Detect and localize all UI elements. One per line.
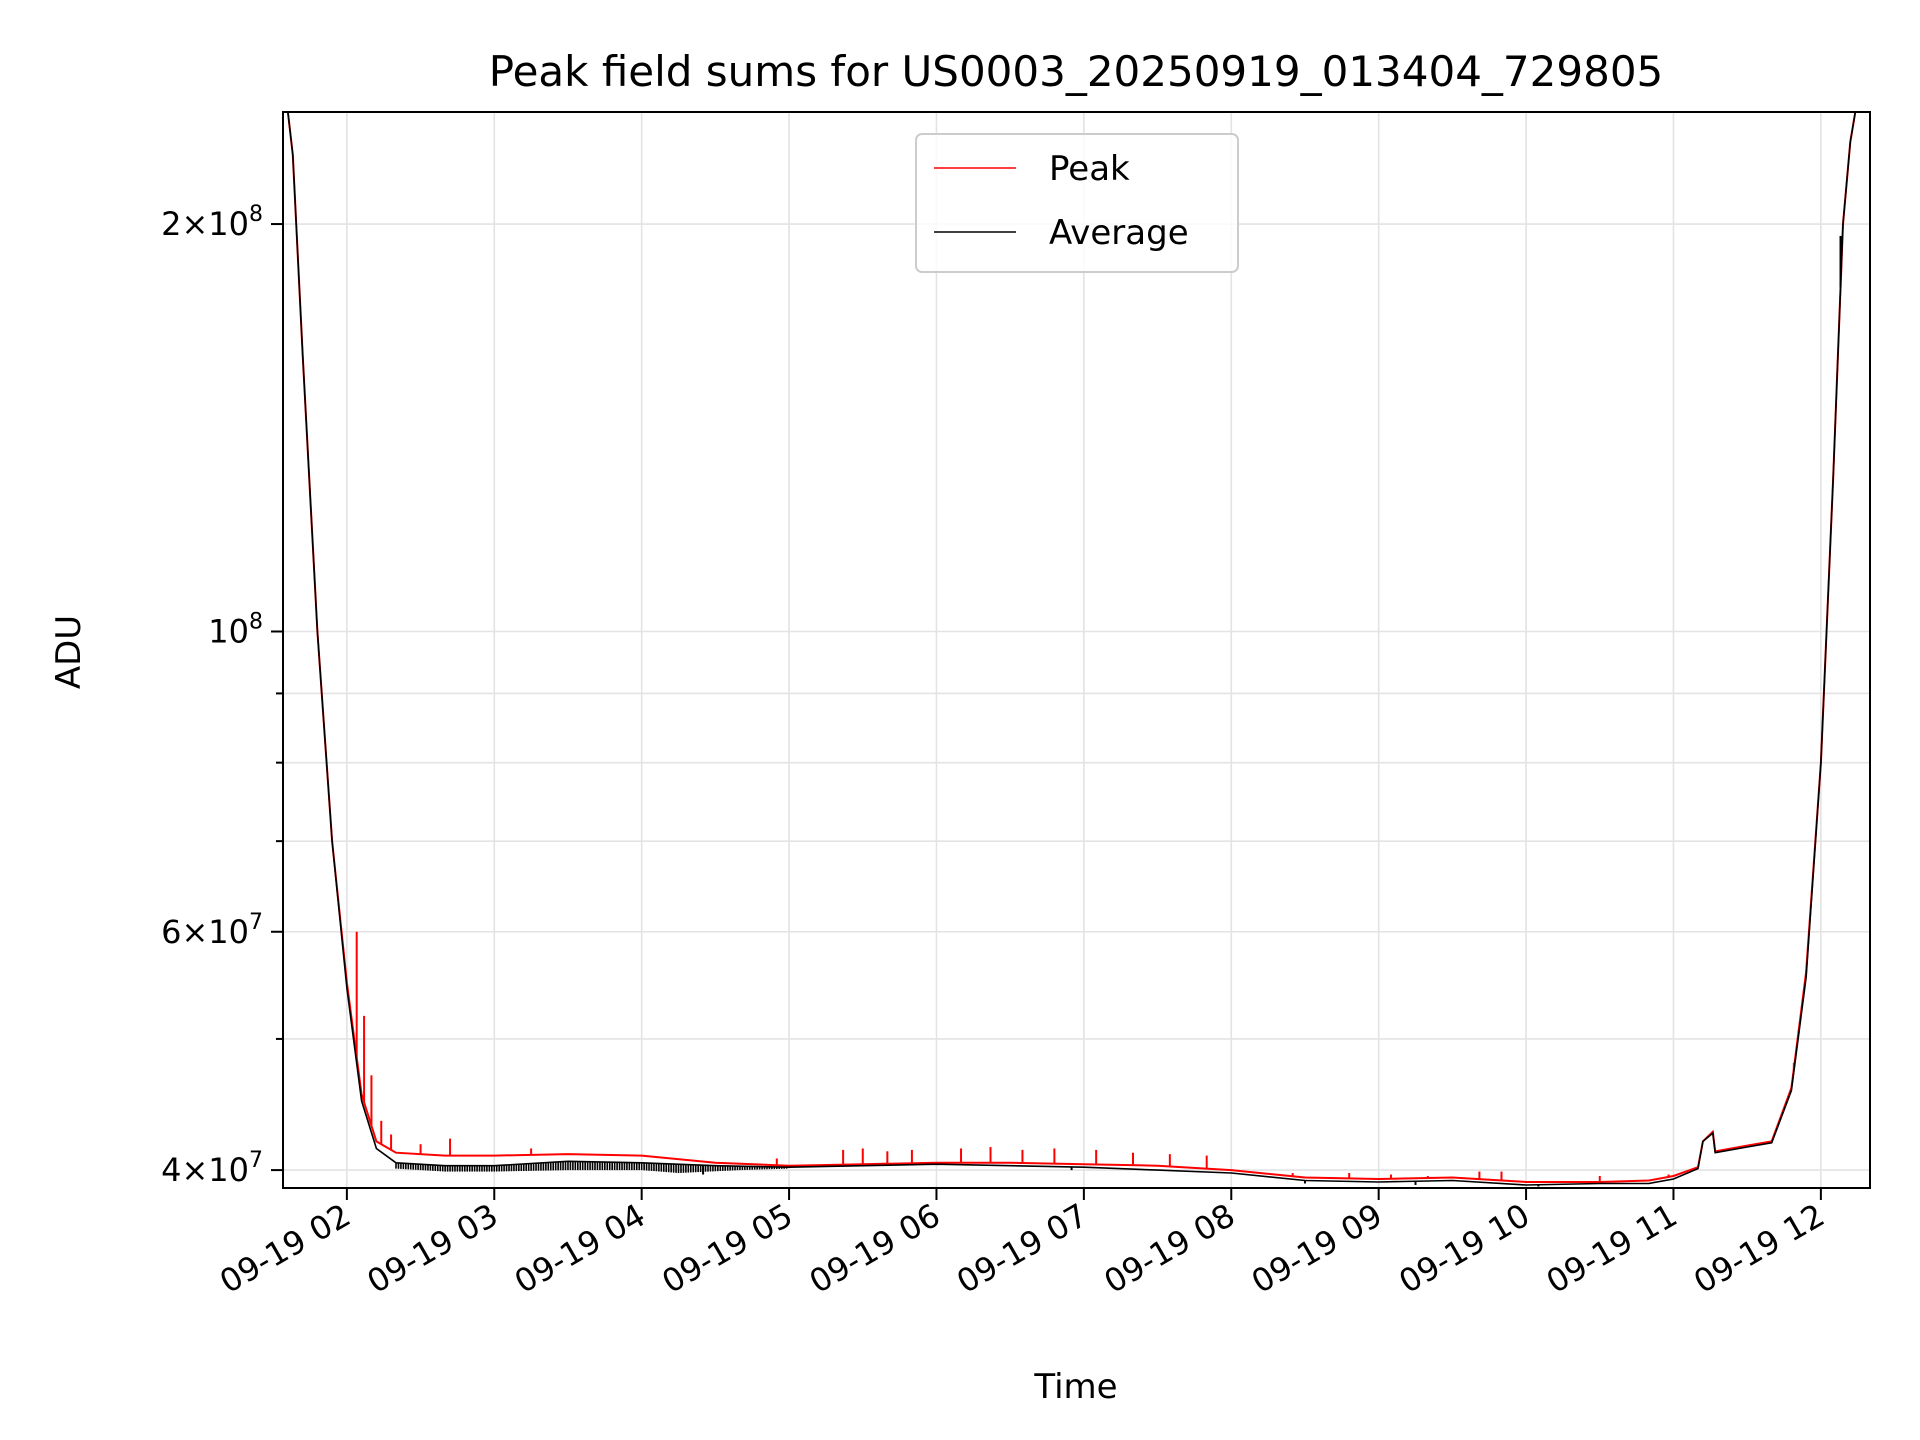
legend: Peak Average [915, 133, 1239, 273]
x-axis-label: Time [1033, 1367, 1117, 1407]
series-group [283, 112, 1870, 1187]
legend-average-label: Average [1049, 213, 1189, 253]
y-axis-label: ADU [49, 615, 89, 689]
y-tick-label: 4×107 [161, 1148, 263, 1189]
legend-peak-label: Peak [1049, 149, 1130, 189]
chart-title: Peak field sums for US0003_20250919_0134… [489, 47, 1664, 96]
y-tick-label: 2×108 [161, 202, 263, 243]
average-series-line [283, 112, 1870, 1186]
y-tick-label: 108 [208, 609, 263, 650]
plot-area [283, 112, 1870, 1187]
axes-frame [282, 111, 1871, 1189]
y-tick-label: 6×107 [161, 910, 263, 951]
y-axis: 4×107 6×107 108 2×108 [161, 202, 283, 1189]
